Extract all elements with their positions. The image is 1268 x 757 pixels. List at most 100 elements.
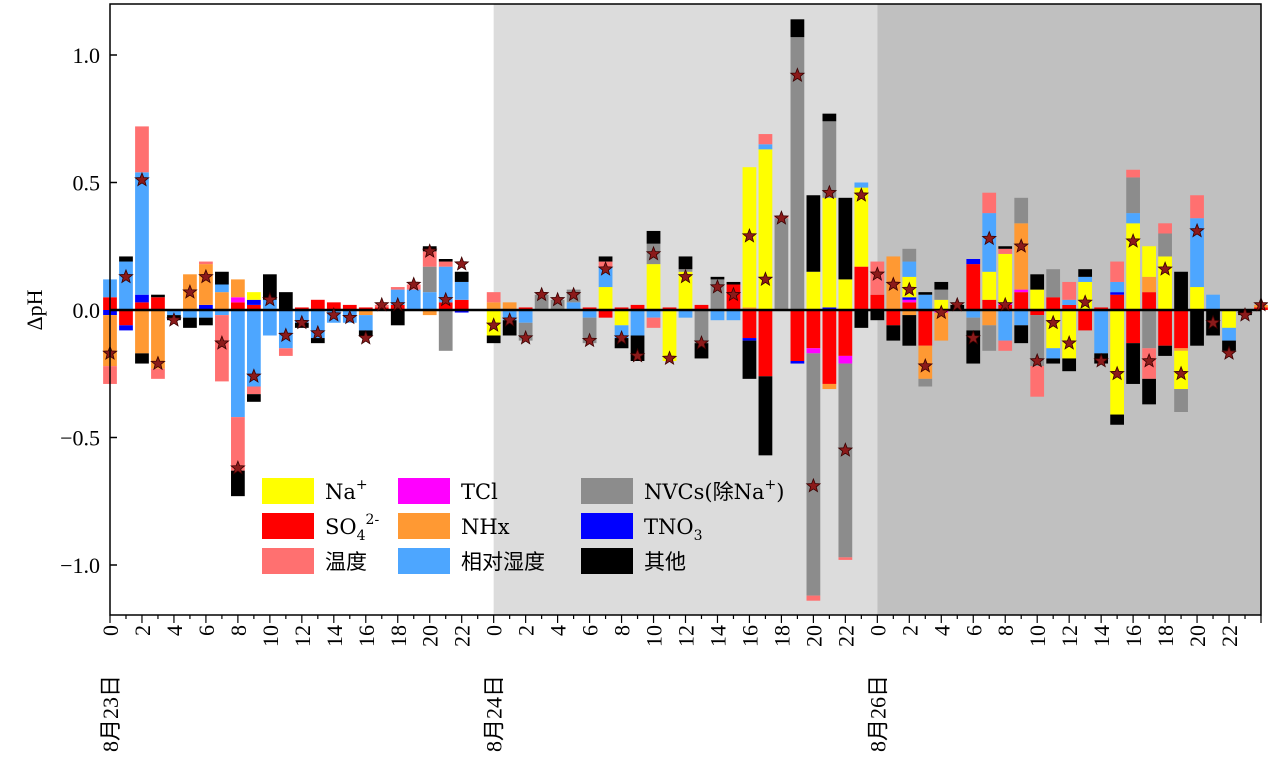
bar-seg-nvc bbox=[1030, 315, 1045, 367]
bar-seg-so4 bbox=[151, 297, 165, 310]
bar-seg-temp bbox=[1126, 169, 1140, 178]
bar-seg-nhx bbox=[902, 310, 917, 316]
bar-seg-rh bbox=[183, 310, 197, 318]
bar-seg-other bbox=[183, 317, 197, 328]
total-star bbox=[134, 171, 150, 187]
bar-seg-other bbox=[1142, 378, 1156, 405]
bar-seg-so4 bbox=[982, 299, 997, 310]
total-star bbox=[837, 442, 854, 457]
bar-seg-rh bbox=[710, 310, 725, 321]
bar-seg-rh bbox=[726, 310, 741, 321]
bar-seg-so4 bbox=[135, 302, 149, 310]
bar-seg-other bbox=[998, 246, 1013, 249]
bar-seg-other bbox=[854, 310, 869, 328]
total-star bbox=[789, 67, 806, 82]
bar-seg-other bbox=[934, 281, 949, 290]
bar-seg-nhx bbox=[135, 310, 149, 354]
bar-seg-tcl bbox=[231, 297, 245, 303]
legend-swatch bbox=[398, 513, 450, 539]
bar-seg-tno3 bbox=[135, 294, 149, 303]
legend-swatch bbox=[262, 478, 314, 504]
bar-group-44 bbox=[806, 195, 821, 601]
bar-group-42 bbox=[774, 215, 789, 310]
x-tick-label: 16 bbox=[737, 625, 762, 647]
bar-seg-other bbox=[119, 256, 133, 262]
bar-seg-so4 bbox=[294, 307, 309, 310]
bar-seg-tno3 bbox=[199, 304, 213, 310]
total-star bbox=[821, 184, 838, 200]
bar-seg-temp bbox=[998, 340, 1013, 351]
bar-seg-so4 bbox=[1094, 307, 1109, 310]
total-star bbox=[517, 329, 534, 345]
total-star bbox=[230, 459, 246, 475]
bar-seg-rh bbox=[630, 310, 645, 336]
legend-item-na: Na+ bbox=[262, 477, 368, 504]
bar-seg-rh bbox=[982, 213, 997, 272]
bar-seg-rh bbox=[1046, 348, 1061, 359]
total-star bbox=[1093, 352, 1109, 368]
bar-seg-so4 bbox=[1062, 304, 1077, 310]
bar-group-46 bbox=[838, 197, 853, 560]
bar-group-63 bbox=[1110, 261, 1124, 425]
bar-seg-other bbox=[758, 376, 773, 456]
total-star bbox=[981, 230, 997, 246]
bar-seg-so4 bbox=[758, 310, 773, 377]
y-tick-label: 1.0 bbox=[73, 43, 101, 68]
bar-seg-so4 bbox=[1110, 294, 1124, 310]
x-tick-label: 20 bbox=[801, 625, 826, 647]
total-star bbox=[485, 317, 502, 332]
bar-group-70 bbox=[1222, 310, 1236, 351]
total-star bbox=[1029, 352, 1045, 368]
bar-seg-other bbox=[247, 394, 261, 402]
bar-seg-temp bbox=[838, 557, 853, 560]
x-tick-label: 22 bbox=[833, 625, 858, 647]
legend-item-tno3: TNO3 bbox=[581, 513, 703, 544]
bar-seg-other bbox=[454, 271, 469, 282]
bar-seg-so4 bbox=[854, 266, 869, 310]
x-tick-label: 16 bbox=[354, 625, 379, 647]
bar-seg-nhx bbox=[231, 279, 245, 298]
x-tick-label: 0 bbox=[865, 625, 890, 636]
legend-label: TNO3 bbox=[644, 515, 703, 544]
bar-seg-other bbox=[1046, 358, 1061, 364]
bar-seg-so4 bbox=[582, 307, 597, 310]
bar-seg-rh bbox=[918, 294, 933, 310]
total-star bbox=[1061, 335, 1077, 350]
total-star bbox=[741, 227, 758, 243]
bar-seg-nhx bbox=[742, 307, 757, 310]
y-tick-label: −1.0 bbox=[60, 553, 100, 578]
bar-seg-nhx bbox=[1014, 223, 1029, 290]
bar-seg-other bbox=[199, 317, 213, 326]
x-tick-label: 0 bbox=[482, 625, 507, 636]
total-star bbox=[1013, 238, 1029, 253]
bar-seg-na bbox=[758, 149, 773, 310]
x-tick-label: 8 bbox=[610, 625, 635, 636]
total-star bbox=[1045, 314, 1061, 330]
bar-seg-rh bbox=[518, 310, 533, 323]
bar-seg-so4 bbox=[1014, 292, 1029, 310]
bar-seg-rh bbox=[1206, 294, 1220, 310]
x-date-label: 8月26日 bbox=[865, 675, 890, 752]
bar-group-30 bbox=[582, 307, 597, 344]
bar-seg-so4 bbox=[918, 310, 933, 346]
bar-group-20 bbox=[422, 246, 437, 316]
bar-group-21 bbox=[438, 259, 453, 351]
total-star bbox=[278, 327, 294, 343]
total-star bbox=[118, 268, 134, 284]
bar-seg-na bbox=[998, 253, 1013, 303]
bar-group-9 bbox=[247, 292, 261, 402]
bar-group-57 bbox=[1014, 197, 1029, 344]
bar-seg-other bbox=[726, 281, 741, 285]
bar-seg-tcl bbox=[1014, 289, 1029, 293]
bar-seg-nvc bbox=[422, 266, 437, 293]
bar-seg-temp bbox=[199, 261, 213, 265]
bar-seg-so4 bbox=[742, 310, 757, 339]
total-star bbox=[597, 261, 614, 276]
bar-seg-nvc bbox=[982, 325, 997, 351]
bar-seg-temp bbox=[758, 134, 773, 145]
bar-group-41 bbox=[758, 134, 773, 456]
bar-seg-so4 bbox=[247, 304, 261, 310]
bar-seg-temp bbox=[998, 248, 1013, 254]
total-star bbox=[214, 335, 230, 350]
